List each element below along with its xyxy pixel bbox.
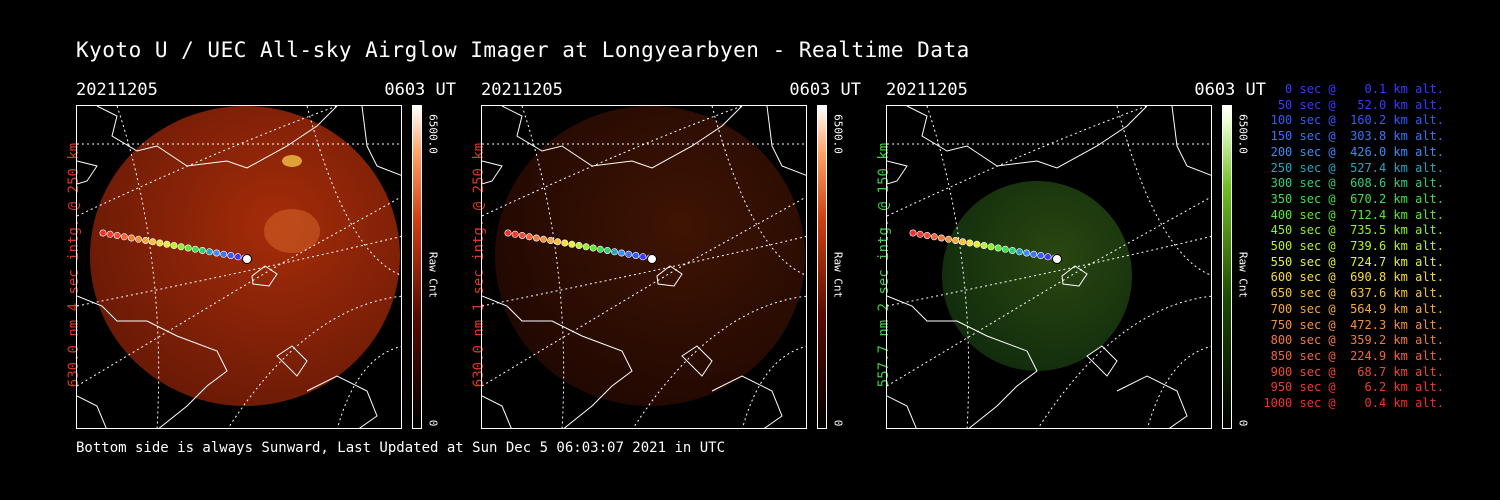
legend-entry: 500 sec @ 739.6 km alt. [1263,239,1444,254]
allsky-image [76,105,402,429]
colorbar-min: 0 [831,419,845,427]
legend-entry: 800 sec @ 359.2 km alt. [1263,333,1444,348]
panel-557-2sec: 20211205 0603 UT 557.7 nm 2 sec intg. @ … [876,80,1266,430]
legend-entry: 250 sec @ 527.4 km alt. [1263,160,1444,175]
colorbar-unit: Raw Cnt [831,251,845,299]
legend-entry: 700 sec @ 564.9 km alt. [1263,301,1444,316]
legend-entry: 600 sec @ 690.8 km alt. [1263,270,1444,285]
legend-entry: 850 sec @ 224.9 km alt. [1263,348,1444,363]
page-title: Kyoto U / UEC All-sky Airglow Imager at … [76,38,970,62]
legend-entry: 450 sec @ 735.5 km alt. [1263,223,1444,238]
legend-entry: 650 sec @ 637.6 km alt. [1263,286,1444,301]
colorbar-unit: Raw Cnt [1236,251,1250,299]
colorbar-max: 6500.0 [831,114,845,154]
legend-entry: 900 sec @ 68.7 km alt. [1263,364,1444,379]
panel-date: 20211205 [481,80,563,100]
panel-date: 20211205 [76,80,158,100]
panel-time: 0603 UT [1194,80,1266,100]
trajectory-legend: 0 sec @ 0.1 km alt. 50 sec @ 52.0 km alt… [1262,82,1444,412]
colorbar-max: 6500.0 [426,114,440,154]
legend-entry: 400 sec @ 712.4 km alt. [1263,207,1444,222]
colorbar-min: 0 [426,419,440,427]
legend-entry: 950 sec @ 6.2 km alt. [1263,380,1444,395]
colorbar-max: 6500.0 [1236,114,1250,154]
legend-entry: 200 sec @ 426.0 km alt. [1263,144,1444,159]
colorbar-unit: Raw Cnt [426,251,440,299]
colorbar [817,105,827,429]
legend-entry: 100 sec @ 160.2 km alt. [1263,113,1444,128]
legend-entry: 300 sec @ 608.6 km alt. [1263,176,1444,191]
colorbar [1222,105,1232,429]
panel-630-1sec: 20211205 0603 UT 630.0 nm 1 sec intg. @ … [471,80,861,430]
panel-time: 0603 UT [789,80,861,100]
legend-entry: 550 sec @ 724.7 km alt. [1263,254,1444,269]
panel-630-4sec: 20211205 0603 UT 630.0 nm 4 sec intg. @ … [66,80,456,430]
legend-entry: 50 sec @ 52.0 km alt. [1263,97,1444,112]
allsky-image [481,105,807,429]
allsky-image [886,105,1212,429]
legend-entry: 150 sec @ 303.8 km alt. [1263,129,1444,144]
legend-entry: 750 sec @ 472.3 km alt. [1263,317,1444,332]
colorbar [412,105,422,429]
colorbar-min: 0 [1236,419,1250,427]
legend-entry: 0 sec @ 0.1 km alt. [1263,82,1444,96]
legend-entry: 1000 sec @ 0.4 km alt. [1263,396,1444,411]
panel-date: 20211205 [886,80,968,100]
legend-entry: 350 sec @ 670.2 km alt. [1263,191,1444,206]
footer-status: Bottom side is always Sunward, Last Upda… [76,440,726,456]
panel-time: 0603 UT [384,80,456,100]
